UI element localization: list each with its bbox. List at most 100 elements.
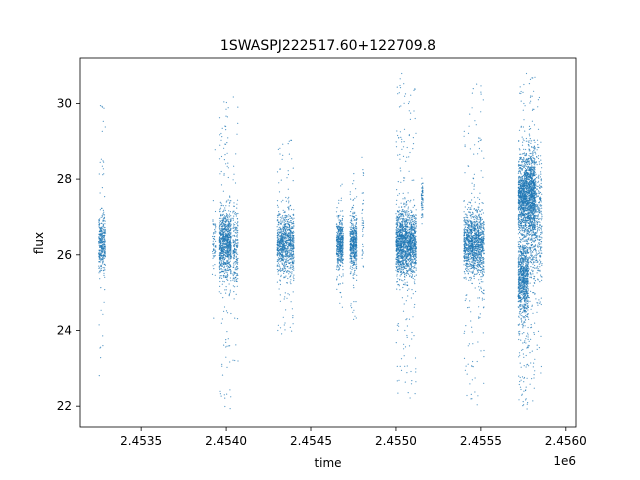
data-point — [236, 280, 238, 283]
data-point — [282, 218, 284, 220]
data-point — [285, 219, 287, 221]
data-point — [288, 273, 290, 275]
data-point — [285, 244, 288, 246]
data-point — [405, 246, 407, 248]
data-point — [395, 263, 397, 265]
data-point — [214, 230, 216, 232]
data-point — [281, 158, 283, 160]
data-point — [221, 244, 223, 246]
data-point — [402, 214, 405, 216]
data-point — [402, 210, 404, 212]
data-point — [279, 294, 281, 296]
data-point — [287, 243, 289, 245]
data-point — [99, 278, 101, 280]
data-point — [288, 267, 290, 269]
data-point — [278, 228, 280, 231]
data-point — [283, 244, 285, 246]
data-point — [237, 268, 239, 270]
data-point — [98, 235, 100, 238]
data-point — [407, 102, 410, 105]
data-point — [223, 227, 226, 229]
data-point — [361, 212, 363, 214]
data-point — [341, 261, 343, 263]
data-point — [291, 242, 293, 244]
data-point — [342, 273, 344, 275]
data-point — [102, 313, 104, 315]
data-point — [408, 238, 410, 240]
data-point — [291, 308, 293, 310]
data-point — [351, 215, 353, 217]
data-point — [353, 241, 356, 243]
data-point — [342, 227, 344, 229]
data-point — [414, 393, 416, 395]
data-point — [236, 285, 238, 287]
data-point — [415, 230, 417, 232]
data-point — [356, 268, 358, 270]
data-point — [414, 258, 416, 260]
data-point — [353, 301, 355, 303]
data-point — [351, 206, 353, 208]
data-point — [293, 260, 295, 263]
data-point — [282, 245, 284, 248]
data-point — [337, 269, 339, 271]
data-point — [292, 266, 294, 268]
data-point — [233, 271, 235, 273]
data-point — [227, 240, 229, 243]
data-point — [287, 266, 289, 268]
data-point — [224, 220, 226, 222]
data-point — [420, 195, 423, 197]
data-point — [226, 393, 228, 395]
data-point — [103, 242, 105, 244]
data-point — [399, 249, 401, 251]
data-point — [277, 148, 279, 150]
data-point — [219, 227, 221, 229]
data-point — [351, 230, 353, 232]
data-point — [236, 199, 239, 201]
data-point — [338, 215, 340, 217]
data-point — [285, 236, 287, 238]
data-point — [352, 183, 354, 185]
data-point — [410, 256, 412, 258]
data-point — [287, 249, 289, 251]
data-point — [283, 298, 285, 300]
data-point — [404, 206, 406, 208]
data-point — [227, 137, 229, 139]
data-point — [421, 201, 423, 203]
data-point — [405, 268, 407, 270]
data-point — [342, 262, 344, 265]
data-point — [292, 265, 294, 267]
data-point — [404, 234, 406, 236]
data-point — [414, 243, 416, 245]
data-point — [219, 263, 222, 265]
data-point — [415, 241, 417, 243]
data-point — [229, 293, 231, 295]
data-point — [234, 286, 236, 288]
data-point — [351, 307, 353, 309]
data-point — [361, 254, 363, 256]
data-point — [402, 229, 404, 231]
data-point — [349, 241, 351, 243]
data-point — [399, 266, 401, 268]
data-point — [213, 255, 216, 257]
data-point — [221, 225, 224, 227]
data-point — [395, 247, 398, 250]
data-point — [340, 256, 342, 258]
data-point — [395, 232, 397, 234]
data-point — [409, 231, 411, 233]
data-point — [406, 289, 409, 291]
data-point — [403, 141, 405, 143]
data-point — [353, 219, 355, 221]
data-point — [413, 233, 415, 235]
data-point — [293, 274, 295, 276]
data-point — [410, 221, 412, 223]
data-point — [212, 265, 214, 267]
data-point — [234, 263, 236, 265]
data-point — [278, 233, 280, 235]
data-point — [355, 243, 357, 245]
data-point — [341, 228, 343, 230]
data-point — [213, 249, 215, 252]
data-point — [276, 281, 278, 283]
data-point — [221, 270, 223, 272]
data-point — [102, 168, 104, 170]
data-point — [408, 156, 410, 158]
